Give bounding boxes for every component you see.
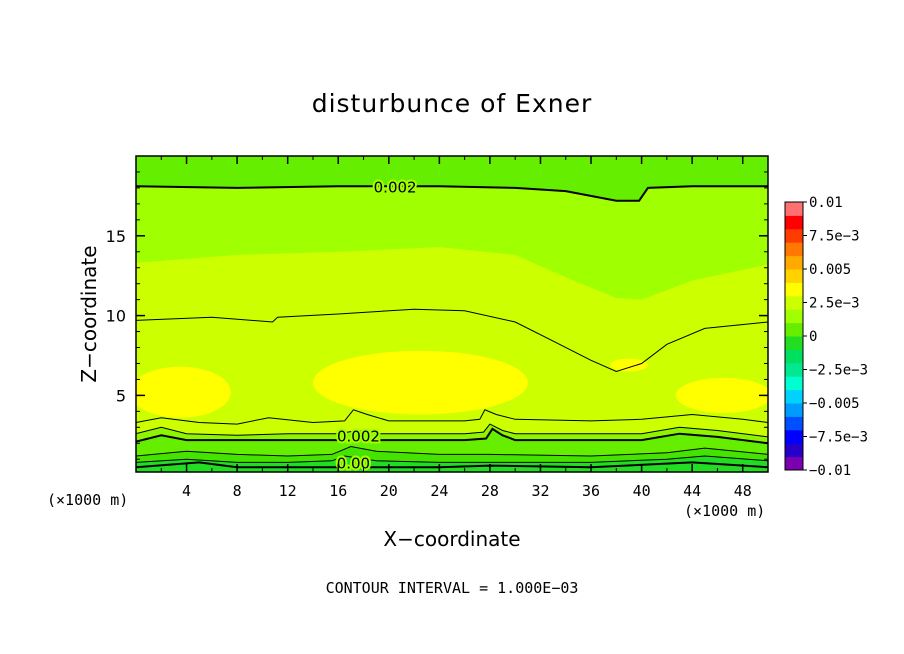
field-max-blob bbox=[136, 366, 231, 418]
colorbar-swatch bbox=[785, 429, 803, 444]
x-tick-label: 32 bbox=[531, 482, 549, 500]
colorbar-tick-label: 0.005 bbox=[809, 262, 851, 278]
colorbar: 0.01 7.5e−3 0.005 2.5e−3 0 −2.5e−3 −0.005 −7.5e… bbox=[784, 195, 868, 479]
colorbar-swatch bbox=[785, 362, 803, 377]
field-low-a bbox=[136, 409, 768, 437]
y-tick-label: 5 bbox=[116, 386, 126, 405]
x-axis-label: X−coordinate bbox=[383, 527, 520, 551]
x-axis-unit-right: (×1000 m) bbox=[684, 502, 765, 520]
contour-line bbox=[136, 308, 768, 373]
x-tick-label: 12 bbox=[279, 482, 297, 500]
x-tick-label: 28 bbox=[481, 482, 499, 500]
x-tick-label: 24 bbox=[430, 482, 448, 500]
x-tick-label: 48 bbox=[734, 482, 752, 500]
y-axis: 5 10 15 bbox=[106, 171, 768, 460]
colorbar-swatch bbox=[785, 215, 803, 230]
colorbar-swatch bbox=[785, 202, 803, 216]
colorbar-swatch bbox=[785, 295, 803, 310]
x-tick-label: 44 bbox=[683, 482, 701, 500]
y-tick-label: 10 bbox=[106, 307, 126, 326]
contour-line bbox=[136, 455, 768, 463]
x-tick-label: 36 bbox=[582, 482, 600, 500]
colorbar-swatch bbox=[785, 269, 803, 283]
x-axis: 4 8 12 16 20 24 28 32 36 40 44 48 bbox=[160, 156, 752, 500]
field-low-c bbox=[136, 428, 768, 456]
x-tick-label: 16 bbox=[329, 482, 347, 500]
colorbar-swatch bbox=[785, 403, 803, 417]
contour-line bbox=[136, 185, 768, 202]
chart-title: disturbunce of Exner bbox=[312, 89, 593, 118]
colorbar-tick-label: −2.5e−3 bbox=[809, 363, 868, 379]
field-max-blob bbox=[610, 358, 648, 372]
contour-label: 0.002 bbox=[374, 178, 417, 196]
plot-area: 0.002 0.002 0.00 bbox=[136, 156, 768, 472]
colorbar-swatch bbox=[785, 349, 803, 364]
colorbar-swatch bbox=[785, 322, 803, 337]
colorbar-tick-label: −0.005 bbox=[809, 396, 860, 412]
contour-line bbox=[136, 423, 768, 438]
contour-label: 0.002 bbox=[337, 427, 380, 445]
colorbar-swatch bbox=[785, 255, 803, 270]
field-top-band bbox=[136, 156, 768, 201]
field-max-blob bbox=[675, 377, 768, 413]
field-mid-band bbox=[136, 247, 768, 425]
field-max-blob bbox=[312, 350, 528, 415]
contour-interval-note: CONTOUR INTERVAL = 1.000E−03 bbox=[326, 579, 579, 597]
contour-line bbox=[136, 409, 768, 425]
x-tick-label: 4 bbox=[182, 482, 191, 500]
colorbar-swatch bbox=[785, 336, 803, 350]
colorbar-tick-label: 2.5e−3 bbox=[809, 296, 860, 312]
colorbar-swatch bbox=[785, 309, 803, 324]
colorbar-swatch bbox=[785, 416, 803, 431]
x-tick-label: 20 bbox=[380, 482, 398, 500]
contour-line bbox=[136, 445, 768, 457]
x-axis-unit-left: (×1000 m) bbox=[47, 491, 128, 509]
colorbar-swatch bbox=[785, 389, 803, 404]
colorbar-tick-label: −0.01 bbox=[809, 463, 851, 479]
y-axis-label: Z−coordinate bbox=[77, 245, 101, 382]
colorbar-tick-label: −7.5e−3 bbox=[809, 430, 868, 446]
colorbar-swatch bbox=[785, 242, 803, 257]
colorbar-swatch bbox=[785, 282, 803, 297]
colorbar-tick-label: 7.5e−3 bbox=[809, 229, 860, 245]
colorbar-swatch bbox=[785, 228, 803, 243]
contour-label: 0.00 bbox=[337, 454, 370, 472]
contour-line bbox=[136, 427, 768, 445]
colorbar-tick-label: 0.01 bbox=[809, 195, 843, 211]
colorbar-tick-label: 0 bbox=[809, 329, 817, 345]
y-tick-label: 15 bbox=[106, 227, 126, 246]
x-tick-label: 8 bbox=[233, 482, 242, 500]
colorbar-swatch bbox=[785, 456, 803, 471]
colorbar-swatch bbox=[785, 376, 803, 391]
x-tick-label: 40 bbox=[633, 482, 651, 500]
plot-frame bbox=[135, 155, 769, 473]
colorbar-swatch bbox=[785, 443, 803, 458]
